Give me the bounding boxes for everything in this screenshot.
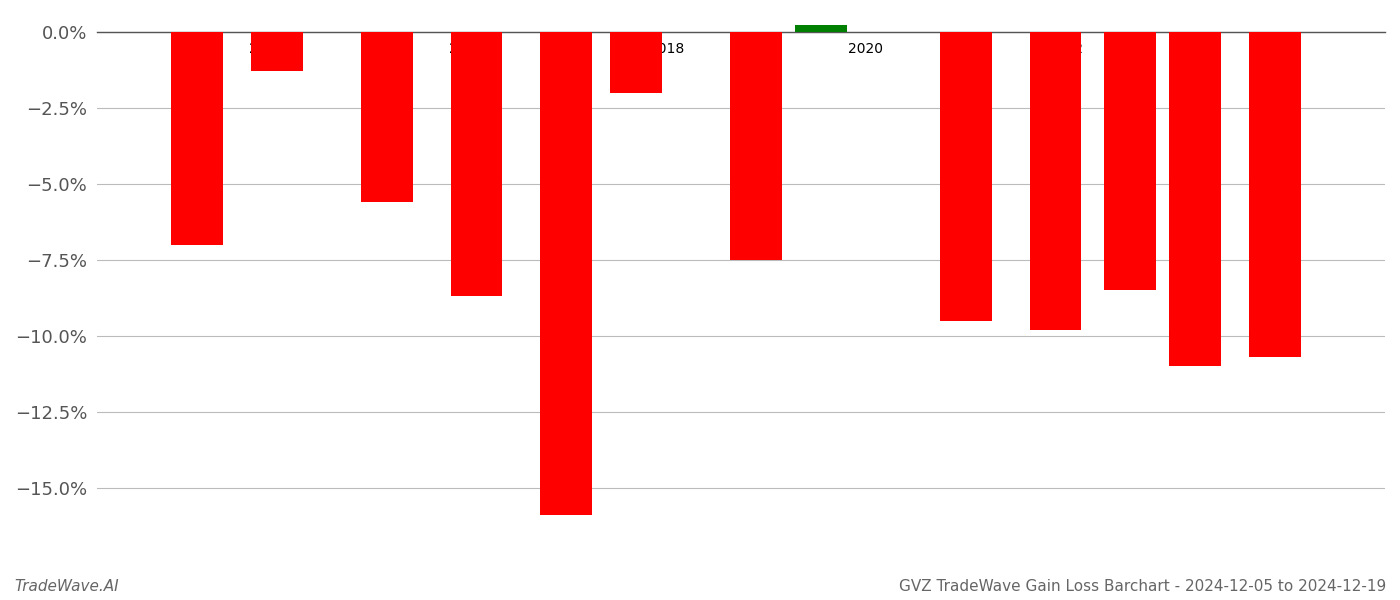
- Bar: [939, 32, 991, 321]
- Bar: [1105, 32, 1156, 290]
- Bar: [171, 32, 223, 245]
- Bar: [1169, 32, 1221, 367]
- Bar: [795, 25, 847, 32]
- Bar: [451, 32, 503, 296]
- Bar: [361, 32, 413, 202]
- Bar: [610, 32, 662, 92]
- Bar: [729, 32, 783, 260]
- Bar: [1249, 32, 1301, 357]
- Bar: [251, 32, 302, 71]
- Bar: [540, 32, 592, 515]
- Text: TradeWave.AI: TradeWave.AI: [14, 579, 119, 594]
- Bar: [1029, 32, 1081, 330]
- Text: GVZ TradeWave Gain Loss Barchart - 2024-12-05 to 2024-12-19: GVZ TradeWave Gain Loss Barchart - 2024-…: [899, 579, 1386, 594]
